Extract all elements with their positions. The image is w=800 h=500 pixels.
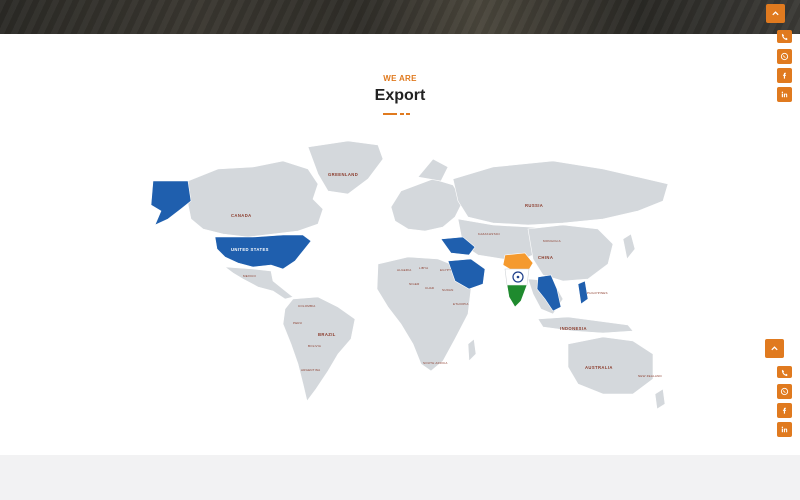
title-divider <box>383 113 411 115</box>
map-greenland <box>307 140 384 195</box>
map-label-china: CHINA <box>538 255 553 260</box>
facebook-button-2[interactable] <box>777 403 792 418</box>
linkedin-icon <box>781 426 788 433</box>
map-africa <box>376 256 472 372</box>
map-label-kazakhstan: KAZAKHSTAN <box>478 232 500 236</box>
map-label-sudan: SUDAN <box>442 288 454 292</box>
whatsapp-icon <box>780 387 789 396</box>
facebook-button[interactable] <box>777 68 792 83</box>
map-indonesia <box>537 316 634 334</box>
hero-banner-strip <box>0 0 800 34</box>
map-europe <box>390 178 464 232</box>
phone-button-2[interactable] <box>777 366 792 378</box>
map-label-usa: UNITED STATES <box>231 247 269 252</box>
map-label-peru: PERU <box>293 321 302 325</box>
map-saudi-arabia <box>447 258 486 290</box>
linkedin-button[interactable] <box>777 87 792 102</box>
next-section-band <box>0 455 800 500</box>
map-label-australia: AUSTRALIA <box>585 365 613 370</box>
map-label-new-zealand: NEW ZEALAND <box>638 374 663 378</box>
facebook-icon <box>782 407 787 414</box>
section-title: Export <box>374 87 426 104</box>
phone-icon <box>781 369 788 376</box>
linkedin-button-2[interactable] <box>777 422 792 437</box>
map-india-south <box>506 284 528 308</box>
map-label-mongolia: MONGOLIA <box>543 239 561 243</box>
phone-icon <box>781 33 788 41</box>
map-label-niger: NIGER <box>409 282 420 286</box>
section-eyebrow: WE ARE <box>383 74 417 83</box>
map-label-bolivia: BOLIVIA <box>308 344 321 348</box>
map-australia <box>567 336 654 395</box>
scroll-top-button[interactable] <box>766 4 785 23</box>
map-scandinavia <box>417 158 449 182</box>
hero-texture <box>0 0 800 34</box>
map-label-indonesia: INDONESIA <box>560 326 587 331</box>
map-south-america <box>282 296 356 402</box>
map-label-greenland: GREENLAND <box>328 172 358 177</box>
map-label-libya: LIBYA <box>419 266 428 270</box>
whatsapp-icon <box>780 52 789 61</box>
map-iran <box>440 236 476 256</box>
whatsapp-button-2[interactable] <box>777 384 792 399</box>
export-section: WE ARE Export <box>0 34 800 455</box>
linkedin-icon <box>781 91 788 98</box>
map-label-colombia: COLOMBIA <box>298 304 315 308</box>
facebook-icon <box>782 72 787 79</box>
world-map: GREENLAND CANADA UNITED STATES BRAZIL RU… <box>150 140 668 410</box>
phone-button[interactable] <box>777 30 792 43</box>
map-label-brazil: BRAZIL <box>318 332 336 337</box>
map-japan <box>622 233 636 260</box>
map-russia <box>452 160 668 226</box>
map-label-mexico: MEXICO <box>243 274 257 278</box>
map-label-egypt: EGYPT <box>440 268 451 272</box>
map-mexico <box>224 266 294 300</box>
ashoka-chakra-icon <box>512 271 524 283</box>
map-myanmar-thailand <box>536 274 562 312</box>
map-label-argentina: ARGENTINA <box>301 368 320 372</box>
map-alaska <box>150 180 192 226</box>
map-label-chad: CHAD <box>425 286 435 290</box>
map-philippines <box>577 280 589 305</box>
map-label-south-africa: SOUTH AFRICA <box>423 361 448 365</box>
map-label-philippines: PHILIPPINES <box>587 291 608 295</box>
map-label-algeria: ALGERIA <box>397 268 411 272</box>
chevron-up-icon <box>771 346 778 351</box>
map-new-zealand <box>654 388 666 410</box>
map-label-russia: RUSSIA <box>525 203 543 208</box>
scroll-top-button-2[interactable] <box>765 339 784 358</box>
map-usa <box>214 234 312 270</box>
map-madagascar <box>467 338 477 362</box>
map-label-ethiopia: ETHIOPIA <box>453 302 469 306</box>
whatsapp-button[interactable] <box>777 49 792 64</box>
map-china <box>527 224 614 282</box>
chevron-up-icon <box>772 11 779 16</box>
map-canada <box>187 160 324 238</box>
map-label-canada: CANADA <box>231 213 252 218</box>
